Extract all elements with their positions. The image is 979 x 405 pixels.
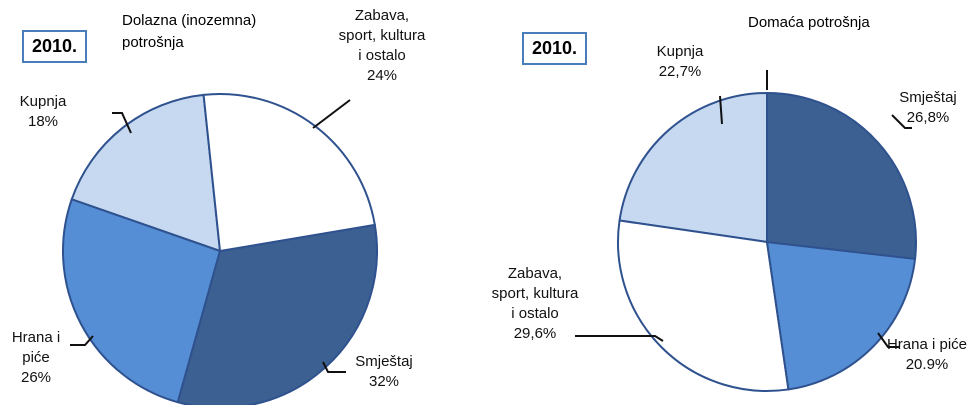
value-label: 26,8% xyxy=(906,109,950,126)
category-label: Zabava, sport, kultura i ostalo xyxy=(338,7,426,64)
slice-label: Hrana i piće 26% xyxy=(0,328,72,388)
leader-line xyxy=(575,335,664,342)
pie-slice xyxy=(617,219,790,392)
year-badge: 2010. xyxy=(22,30,88,63)
chart-title: Dolazna (inozemna) potrošnja xyxy=(122,12,257,51)
value-label: 26% xyxy=(20,369,52,386)
slice-label: Zabava, sport, kultura i ostalo 24% xyxy=(338,6,426,86)
pie-slice xyxy=(62,198,222,404)
leader-line xyxy=(312,99,351,129)
leader-line xyxy=(70,335,94,346)
value-label: 18% xyxy=(27,113,59,130)
category-label: Kupnja xyxy=(19,93,67,110)
category-label: Kupnja xyxy=(656,43,704,60)
slice-label: Hrana i piće 20.9% xyxy=(882,335,972,375)
leader-line xyxy=(112,112,132,134)
pie-slice xyxy=(765,240,917,391)
category-label: Hrana i piće xyxy=(11,329,61,366)
slice-label: Smještaj 32% xyxy=(344,352,424,392)
leader-line xyxy=(891,114,912,129)
pie-slice xyxy=(618,91,768,244)
leader-line xyxy=(877,332,900,348)
slice-label: Kupnja 22,7% xyxy=(640,42,720,82)
leader-line xyxy=(322,361,346,373)
slice-label: Smještaj 26,8% xyxy=(878,88,978,128)
value-label: 24% xyxy=(366,67,398,84)
year-badge: 2010. xyxy=(522,32,588,65)
category-label: Smještaj xyxy=(355,353,413,370)
leaders xyxy=(70,70,912,373)
pie-slice xyxy=(766,91,917,260)
chart-title: Domaća potrošnja xyxy=(748,14,870,31)
value-label: 32% xyxy=(368,373,400,390)
category-label: Zabava, sport, kultura i ostalo xyxy=(491,265,579,322)
category-label: Smještaj xyxy=(899,89,957,106)
pie-slice xyxy=(202,93,376,253)
leader-line xyxy=(719,95,723,125)
value-label: 22,7% xyxy=(658,63,702,80)
value-label: 29,6% xyxy=(513,325,557,342)
slice-label: Zabava, sport, kultura i ostalo 29,6% xyxy=(490,264,580,344)
category-label: Hrana i piće xyxy=(886,336,968,353)
slice-label: Kupnja 18% xyxy=(8,92,78,132)
value-label: 20.9% xyxy=(905,356,949,373)
